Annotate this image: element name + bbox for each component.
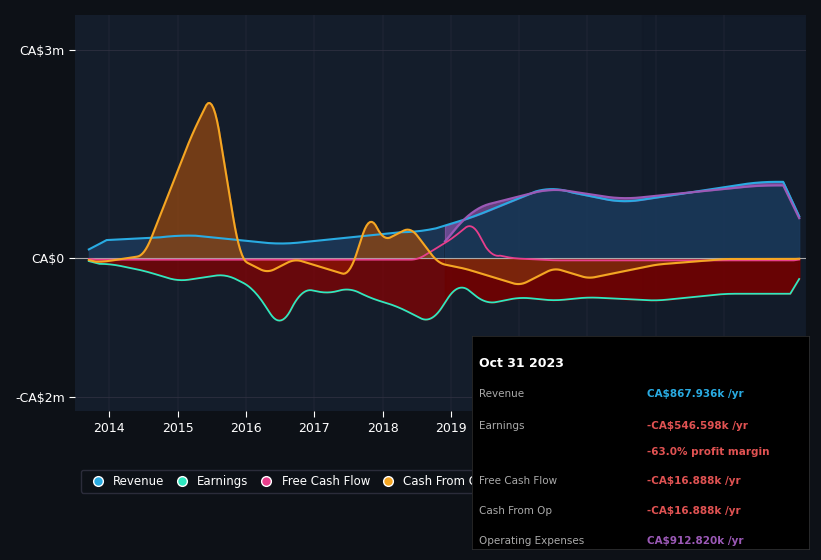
Text: CA$867.936k /yr: CA$867.936k /yr [647,389,744,399]
Text: -CA$16.888k /yr: -CA$16.888k /yr [647,506,741,516]
Text: -CA$546.598k /yr: -CA$546.598k /yr [647,421,748,431]
Bar [642,15,806,411]
Text: -63.0% profit margin: -63.0% profit margin [647,447,769,456]
Text: Free Cash Flow: Free Cash Flow [479,477,557,487]
Text: Oct 31 2023: Oct 31 2023 [479,357,564,370]
Text: Operating Expenses: Operating Expenses [479,536,584,546]
Legend: Revenue, Earnings, Free Cash Flow, Cash From Op, Operating Expenses: Revenue, Earnings, Free Cash Flow, Cash … [81,470,643,492]
Text: Earnings: Earnings [479,421,525,431]
Text: Cash From Op: Cash From Op [479,506,552,516]
Text: Revenue: Revenue [479,389,524,399]
Text: -CA$16.888k /yr: -CA$16.888k /yr [647,477,741,487]
Text: CA$912.820k /yr: CA$912.820k /yr [647,536,744,546]
